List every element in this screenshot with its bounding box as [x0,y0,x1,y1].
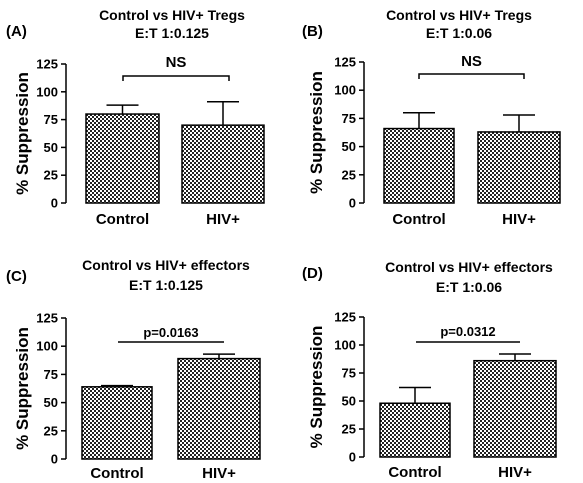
y-tick-label: 75 [342,111,356,126]
chart-subtitle: E:T 1:0.06 [426,25,492,41]
chart-panel: (B) Control vs HIV+ Tregs E:T 1:0.06 % Supp… [302,7,561,228]
x-tick-label: Control [96,211,149,228]
panel-label: (D) [302,265,323,282]
y-tick-label: 25 [342,422,356,437]
significance-label: NS [461,53,482,70]
y-tick-label: 25 [44,168,58,183]
y-tick-label: 0 [349,196,356,211]
y-tick-label: 100 [36,84,58,99]
y-axis-label: % Suppression [13,327,32,450]
chart-title: Control vs HIV+ effectors [385,259,553,275]
y-tick-label: 125 [334,310,356,325]
x-tick-label: Control [90,465,143,482]
y-tick-label: 0 [51,196,58,211]
panel-label: (B) [302,23,323,40]
chart-title: Control vs HIV+ Tregs [386,7,532,23]
chart-panel: (A) Control vs HIV+ Tregs E:T 1:0.125 % Sup… [6,7,265,228]
chart-title: Control vs HIV+ effectors [82,257,250,273]
bar [383,127,455,204]
bar [181,124,265,204]
significance-bracket [418,73,525,79]
chart-title: Control vs HIV+ Tregs [99,7,245,23]
y-axis-label: % Suppression [13,72,32,195]
y-tick-label: 100 [334,338,356,353]
p-value-label: p=0.0312 [440,324,495,339]
bar [81,386,153,460]
x-tick-label: HIV+ [498,464,532,481]
x-tick-label: Control [392,211,445,228]
y-tick-label: 50 [44,395,58,410]
y-tick-label: 25 [44,423,58,438]
bar [473,359,557,458]
x-tick-label: HIV+ [502,211,536,228]
bar [177,357,261,460]
y-axis-label: % Suppression [307,326,326,449]
y-tick-label: 50 [342,394,356,409]
y-tick-label: 125 [36,57,58,72]
y-tick-label: 125 [334,55,356,70]
chart-subtitle: E:T 1:0.06 [436,279,502,295]
y-tick-label: 100 [36,339,58,354]
y-tick-label: 125 [36,311,58,326]
chart-panel: (C) Control vs HIV+ effectors E:T 1:0.125%… [6,257,261,482]
chart-subtitle: E:T 1:0.125 [129,277,203,293]
bar [85,113,160,204]
significance-bracket [122,75,230,81]
y-tick-label: 50 [342,139,356,154]
bar [379,402,451,458]
y-tick-label: 75 [342,366,356,381]
chart-panel: (D) Control vs HIV+ effectors E:T 1:0.06 % … [302,259,557,481]
panel-label: (A) [6,23,27,40]
y-tick-label: 50 [44,140,58,155]
chart-subtitle: E:T 1:0.125 [135,25,209,41]
x-tick-label: HIV+ [202,465,236,482]
y-tick-label: 75 [44,367,58,382]
y-tick-label: 0 [349,450,356,465]
y-tick-label: 75 [44,112,58,127]
panel-label: (C) [6,268,27,285]
y-axis-label: % Suppression [307,71,326,194]
p-value-label: p=0.0163 [143,325,198,340]
x-tick-label: HIV+ [206,211,240,228]
y-tick-label: 25 [342,167,356,182]
y-tick-label: 0 [51,452,58,467]
significance-label: NS [166,54,187,71]
y-tick-label: 100 [334,83,356,98]
x-tick-label: Control [388,464,441,481]
bar [477,131,561,204]
